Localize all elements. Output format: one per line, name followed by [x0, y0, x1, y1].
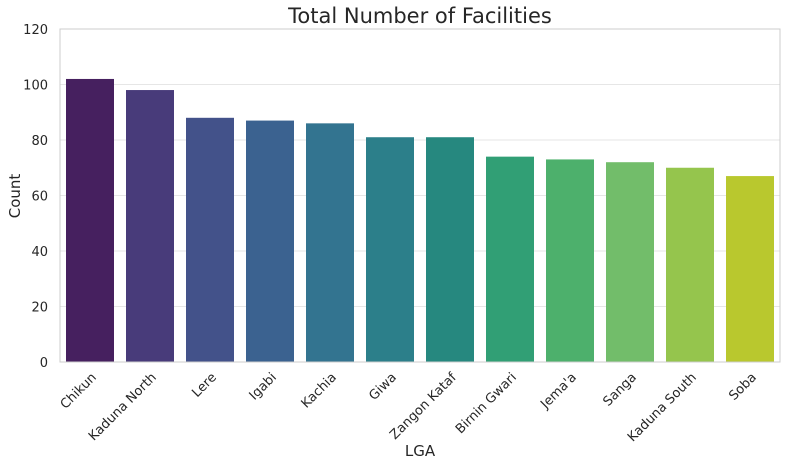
y-tick-label: 120	[23, 23, 48, 38]
x-tick-label: Lere	[189, 370, 219, 400]
y-axis-ticks: 0 20 40 60 80 100 120	[23, 23, 48, 371]
bar	[306, 123, 354, 362]
bar	[666, 167, 714, 362]
y-tick-label: 20	[31, 301, 48, 316]
plot-frame	[59, 28, 781, 363]
y-tick-label: 0	[40, 356, 48, 371]
bar	[726, 176, 774, 362]
y-tick-label: 100	[23, 79, 48, 94]
x-tick-label: Sanga	[600, 370, 639, 409]
y-axis-title: Count	[6, 174, 24, 219]
bar	[126, 90, 174, 363]
bar	[246, 120, 294, 362]
y-tick-label: 40	[31, 245, 48, 260]
bar	[546, 159, 594, 362]
y-tick-label: 60	[31, 190, 48, 205]
x-tick-label: Kachia	[299, 370, 340, 411]
bar	[426, 137, 474, 362]
bar	[66, 78, 114, 362]
bars	[66, 78, 774, 363]
bar	[486, 156, 534, 362]
bar	[186, 117, 234, 362]
x-tick-label: Chikun	[58, 370, 100, 412]
x-tick-label: Igabi	[247, 370, 280, 403]
x-tick-label: Birnin Gwari	[453, 370, 520, 437]
y-tick-label: 80	[31, 134, 48, 149]
x-tick-label: Soba	[726, 370, 760, 404]
x-tick-label: Jema'a	[537, 370, 579, 412]
chart-title: Total Number of Facilities	[287, 4, 552, 28]
x-axis-title: LGA	[405, 442, 436, 460]
bar	[366, 137, 414, 362]
bar	[606, 162, 654, 362]
x-tick-label: Giwa	[366, 370, 399, 403]
